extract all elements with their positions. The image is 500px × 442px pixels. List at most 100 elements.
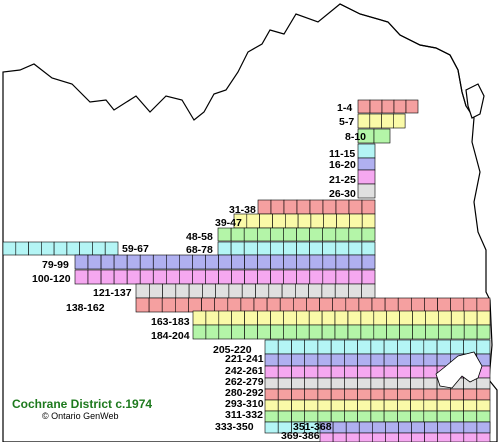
township-cell — [322, 241, 337, 256]
township-cell — [113, 269, 128, 285]
township-cell — [397, 377, 411, 390]
township-cell — [270, 254, 285, 270]
township-cell — [330, 410, 345, 423]
township-cell — [231, 269, 245, 285]
township-cell — [214, 297, 229, 313]
township-cell — [205, 269, 219, 285]
range-label: 8-10 — [345, 131, 366, 143]
township-cell — [175, 297, 189, 313]
township-cell — [277, 365, 292, 379]
township-cell — [357, 399, 372, 412]
township-cell — [272, 213, 286, 229]
township-cell — [270, 199, 285, 215]
township-cell — [360, 324, 375, 340]
township-cell — [450, 324, 465, 340]
township-cell — [397, 399, 411, 412]
township-cell — [405, 99, 419, 114]
township-cell — [385, 421, 399, 434]
township-cell — [370, 388, 385, 401]
township-grid — [2, 99, 491, 442]
township-cell — [283, 241, 297, 256]
township-cell — [423, 388, 438, 401]
township-cell — [373, 128, 391, 144]
range-label: 1-4 — [337, 102, 352, 114]
township-cell — [476, 324, 491, 340]
township-cell — [371, 432, 386, 442]
township-cell — [15, 241, 29, 256]
township-cell — [383, 410, 398, 423]
range-label: 121-137 — [93, 287, 132, 299]
township-cell — [149, 283, 163, 299]
range-label: 11-15 — [329, 148, 355, 160]
township-cell — [277, 410, 292, 423]
township-cell — [309, 227, 324, 242]
township-cell — [344, 353, 358, 367]
township-cell — [463, 310, 478, 326]
township-cell — [283, 199, 298, 215]
township-cell — [243, 227, 258, 242]
township-cell — [332, 421, 347, 434]
township-cell — [291, 365, 305, 379]
township-cell — [304, 388, 319, 401]
township-cell — [255, 283, 270, 299]
township-cell — [348, 283, 362, 299]
township-cell — [162, 283, 177, 299]
township-cell — [344, 399, 358, 412]
township-cell — [281, 283, 296, 299]
township-cell — [348, 199, 363, 215]
range-label: 280-292 — [225, 387, 264, 399]
township-cell — [317, 339, 332, 355]
township-cell — [361, 283, 376, 299]
township-cell — [126, 254, 141, 270]
township-cell — [2, 241, 17, 256]
township-cell — [463, 421, 478, 434]
township-cell — [424, 432, 439, 442]
township-cell — [269, 227, 284, 242]
township-cell — [361, 269, 376, 285]
township-cell — [424, 421, 439, 434]
township-cell — [100, 254, 115, 270]
township-cell — [330, 377, 345, 390]
township-cell — [277, 339, 292, 355]
township-cell — [188, 297, 202, 313]
township-cell — [202, 283, 216, 299]
township-cell — [321, 310, 336, 326]
township-cell — [360, 310, 375, 326]
township-cell — [87, 254, 102, 270]
township-cell — [296, 227, 310, 242]
township-cell — [283, 269, 298, 285]
township-cell — [304, 399, 319, 412]
township-cell — [410, 353, 425, 367]
township-cell — [383, 399, 398, 412]
township-cell — [357, 183, 376, 199]
range-label: 205-220 — [213, 344, 252, 356]
township-cell — [336, 213, 350, 229]
township-cell — [449, 410, 464, 423]
township-cell — [463, 410, 477, 423]
coastline — [339, 3, 467, 107]
township-cell — [344, 388, 358, 401]
township-cell — [463, 399, 477, 412]
township-cell — [476, 377, 491, 390]
township-cell — [253, 297, 268, 313]
township-cell — [335, 199, 350, 215]
township-cell — [344, 339, 358, 355]
township-cell — [476, 410, 491, 423]
township-cell — [257, 324, 271, 340]
township-cell — [257, 310, 271, 326]
township-cell — [358, 297, 373, 313]
township-cell — [270, 324, 284, 340]
township-cell — [332, 432, 347, 442]
township-cell — [383, 339, 398, 355]
township-cell — [412, 324, 426, 340]
township-cell — [463, 388, 477, 401]
township-cell — [436, 388, 451, 401]
township-cell — [384, 297, 399, 313]
township-cell — [373, 310, 387, 326]
township-cell — [370, 410, 385, 423]
township-cell — [410, 399, 425, 412]
township-cell — [449, 388, 464, 401]
township-cell — [370, 365, 385, 379]
range-label: 221-241 — [225, 353, 264, 365]
